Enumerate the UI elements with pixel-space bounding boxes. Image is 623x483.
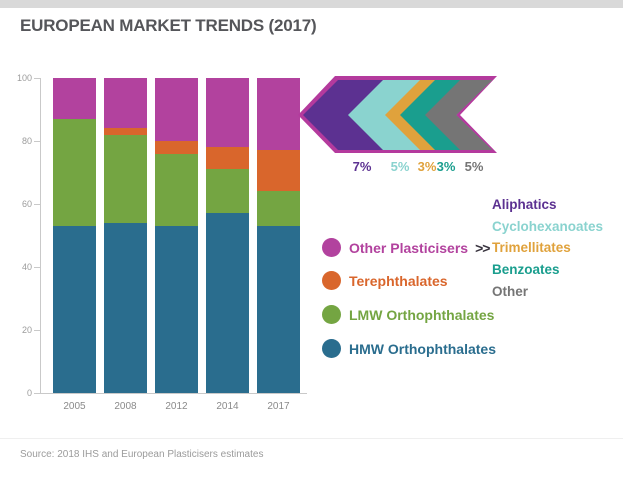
legend-item-terephthalates: Terephthalates xyxy=(322,271,448,290)
x-axis-label: 2012 xyxy=(165,401,188,412)
x-axis-label: 2017 xyxy=(267,401,290,412)
x-axis-label: 2005 xyxy=(63,401,86,412)
breakdown-label-trimellitates: Trimellitates xyxy=(492,240,571,256)
legend-swatch xyxy=(322,238,341,257)
segment-other-plasticisers xyxy=(206,78,249,148)
legend-label: HMW Orthophthalates xyxy=(349,340,496,357)
segment-hmw-orthophthalates xyxy=(53,226,96,393)
x-axis-label: 2008 xyxy=(114,401,137,412)
y-axis-label: 100 xyxy=(16,73,32,83)
pct-label-other: 5% xyxy=(464,159,484,174)
y-axis-tick xyxy=(34,330,40,331)
segment-hmw-orthophthalates xyxy=(104,222,147,393)
y-axis-line xyxy=(40,78,41,393)
segment-hmw-orthophthalates xyxy=(155,226,198,393)
source-note: Source: 2018 IHS and European Plasticise… xyxy=(20,449,264,460)
breakdown-label-cyclohexanoates: Cyclohexanoates xyxy=(492,218,604,234)
y-axis-label: 80 xyxy=(21,136,32,146)
breakdown-label-other: Other xyxy=(492,283,529,299)
chevron-other xyxy=(425,80,492,150)
y-axis-tick xyxy=(34,78,40,79)
y-axis-tick xyxy=(34,267,40,268)
segment-lmw-orthophthalates xyxy=(155,153,198,227)
pct-label-trimellitates: 3% xyxy=(417,159,437,174)
expand-chevrons-icon: >> xyxy=(475,239,490,256)
y-axis-label: 40 xyxy=(21,262,32,272)
legend-swatch xyxy=(322,271,341,290)
pct-label-aliphatics: 7% xyxy=(352,159,372,174)
legend-label: LMW Orthophthalates xyxy=(349,306,495,323)
y-axis-label: 60 xyxy=(21,199,32,209)
segment-hmw-orthophthalates xyxy=(206,213,249,393)
breakdown-label-benzoates: Benzoates xyxy=(492,262,560,278)
segment-lmw-orthophthalates xyxy=(104,134,147,223)
segment-lmw-orthophthalates xyxy=(257,191,300,227)
segment-terephthalates xyxy=(257,150,300,192)
x-axis-label: 2014 xyxy=(216,401,239,412)
legend-item-lmw-orthophthalates: LMW Orthophthalates xyxy=(322,305,494,324)
segment-lmw-orthophthalates xyxy=(53,118,96,227)
segment-other-plasticisers xyxy=(53,78,96,119)
breakdown-arrow xyxy=(298,76,497,153)
legend-item-other-plasticisers: Other Plasticisers >> xyxy=(322,238,490,257)
legend-label: Terephthalates xyxy=(349,272,448,289)
pct-label-cyclohexanoates: 5% xyxy=(390,159,410,174)
segment-terephthalates xyxy=(104,128,147,135)
legend-item-hmw-orthophthalates: HMW Orthophthalates xyxy=(322,339,496,358)
divider-line xyxy=(0,438,623,439)
chart-legend: Other Plasticisers >> Terephthalates LMW Or… xyxy=(322,238,496,368)
legend-label: Other Plasticisers xyxy=(349,239,469,256)
segment-lmw-orthophthalates xyxy=(206,169,249,214)
y-axis-tick xyxy=(34,141,40,142)
top-border-strip xyxy=(0,0,623,8)
breakdown-legend: Aliphatics Cyclohexanoates Trimellitates Be… xyxy=(492,197,622,307)
breakdown-percentages: 7% 5% 3% 3% 5% xyxy=(296,159,500,175)
legend-swatch xyxy=(322,305,341,324)
page-title: EUROPEAN MARKET TRENDS (2017) xyxy=(20,16,317,35)
y-axis-tick xyxy=(34,204,40,205)
segment-other-plasticisers xyxy=(155,78,198,141)
segment-terephthalates xyxy=(155,141,198,154)
y-axis-label: 20 xyxy=(21,325,32,335)
y-axis-tick xyxy=(34,393,40,394)
pct-label-benzoates: 3% xyxy=(436,159,456,174)
segment-other-plasticisers xyxy=(104,78,147,129)
legend-swatch xyxy=(322,339,341,358)
y-axis-label: 0 xyxy=(26,388,32,398)
segment-other-plasticisers xyxy=(257,78,300,151)
x-axis-line xyxy=(40,393,307,394)
segment-terephthalates xyxy=(206,147,249,170)
segment-hmw-orthophthalates xyxy=(257,226,300,393)
breakdown-label-aliphatics: Aliphatics xyxy=(492,197,557,212)
